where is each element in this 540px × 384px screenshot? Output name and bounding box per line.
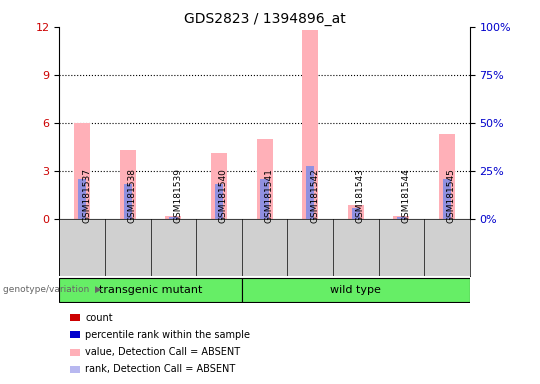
Bar <box>242 278 470 302</box>
Text: GSM181544: GSM181544 <box>401 169 410 223</box>
Bar <box>211 153 227 219</box>
Bar <box>352 208 360 219</box>
Bar <box>302 30 318 219</box>
Bar <box>260 179 269 219</box>
Text: GSM181539: GSM181539 <box>173 169 183 223</box>
Text: GSM181542: GSM181542 <box>310 169 319 223</box>
Bar <box>165 217 181 219</box>
Text: GSM181540: GSM181540 <box>219 169 228 223</box>
Bar <box>439 134 455 219</box>
Bar <box>78 179 86 219</box>
Text: GSM181538: GSM181538 <box>128 169 137 223</box>
Text: genotype/variation  ▶: genotype/variation ▶ <box>3 285 102 295</box>
Text: count: count <box>85 313 113 323</box>
Bar <box>394 216 409 219</box>
Bar <box>124 184 132 219</box>
Bar <box>306 166 314 219</box>
Title: GDS2823 / 1394896_at: GDS2823 / 1394896_at <box>184 12 346 26</box>
Bar <box>74 123 90 219</box>
Bar <box>397 217 406 219</box>
Text: GSM181543: GSM181543 <box>356 169 365 223</box>
Text: GSM181545: GSM181545 <box>447 169 456 223</box>
Text: GSM181541: GSM181541 <box>265 169 274 223</box>
Bar <box>215 184 223 219</box>
Bar <box>348 205 364 219</box>
Bar <box>59 278 242 302</box>
Text: rank, Detection Call = ABSENT: rank, Detection Call = ABSENT <box>85 364 235 374</box>
Text: percentile rank within the sample: percentile rank within the sample <box>85 330 251 340</box>
Bar <box>256 139 273 219</box>
Text: value, Detection Call = ABSENT: value, Detection Call = ABSENT <box>85 347 240 357</box>
Text: transgenic mutant: transgenic mutant <box>99 285 202 295</box>
Text: GSM181537: GSM181537 <box>82 169 91 223</box>
Text: wild type: wild type <box>330 285 381 295</box>
Bar <box>120 150 136 219</box>
Bar <box>443 179 451 219</box>
Bar <box>170 217 178 219</box>
